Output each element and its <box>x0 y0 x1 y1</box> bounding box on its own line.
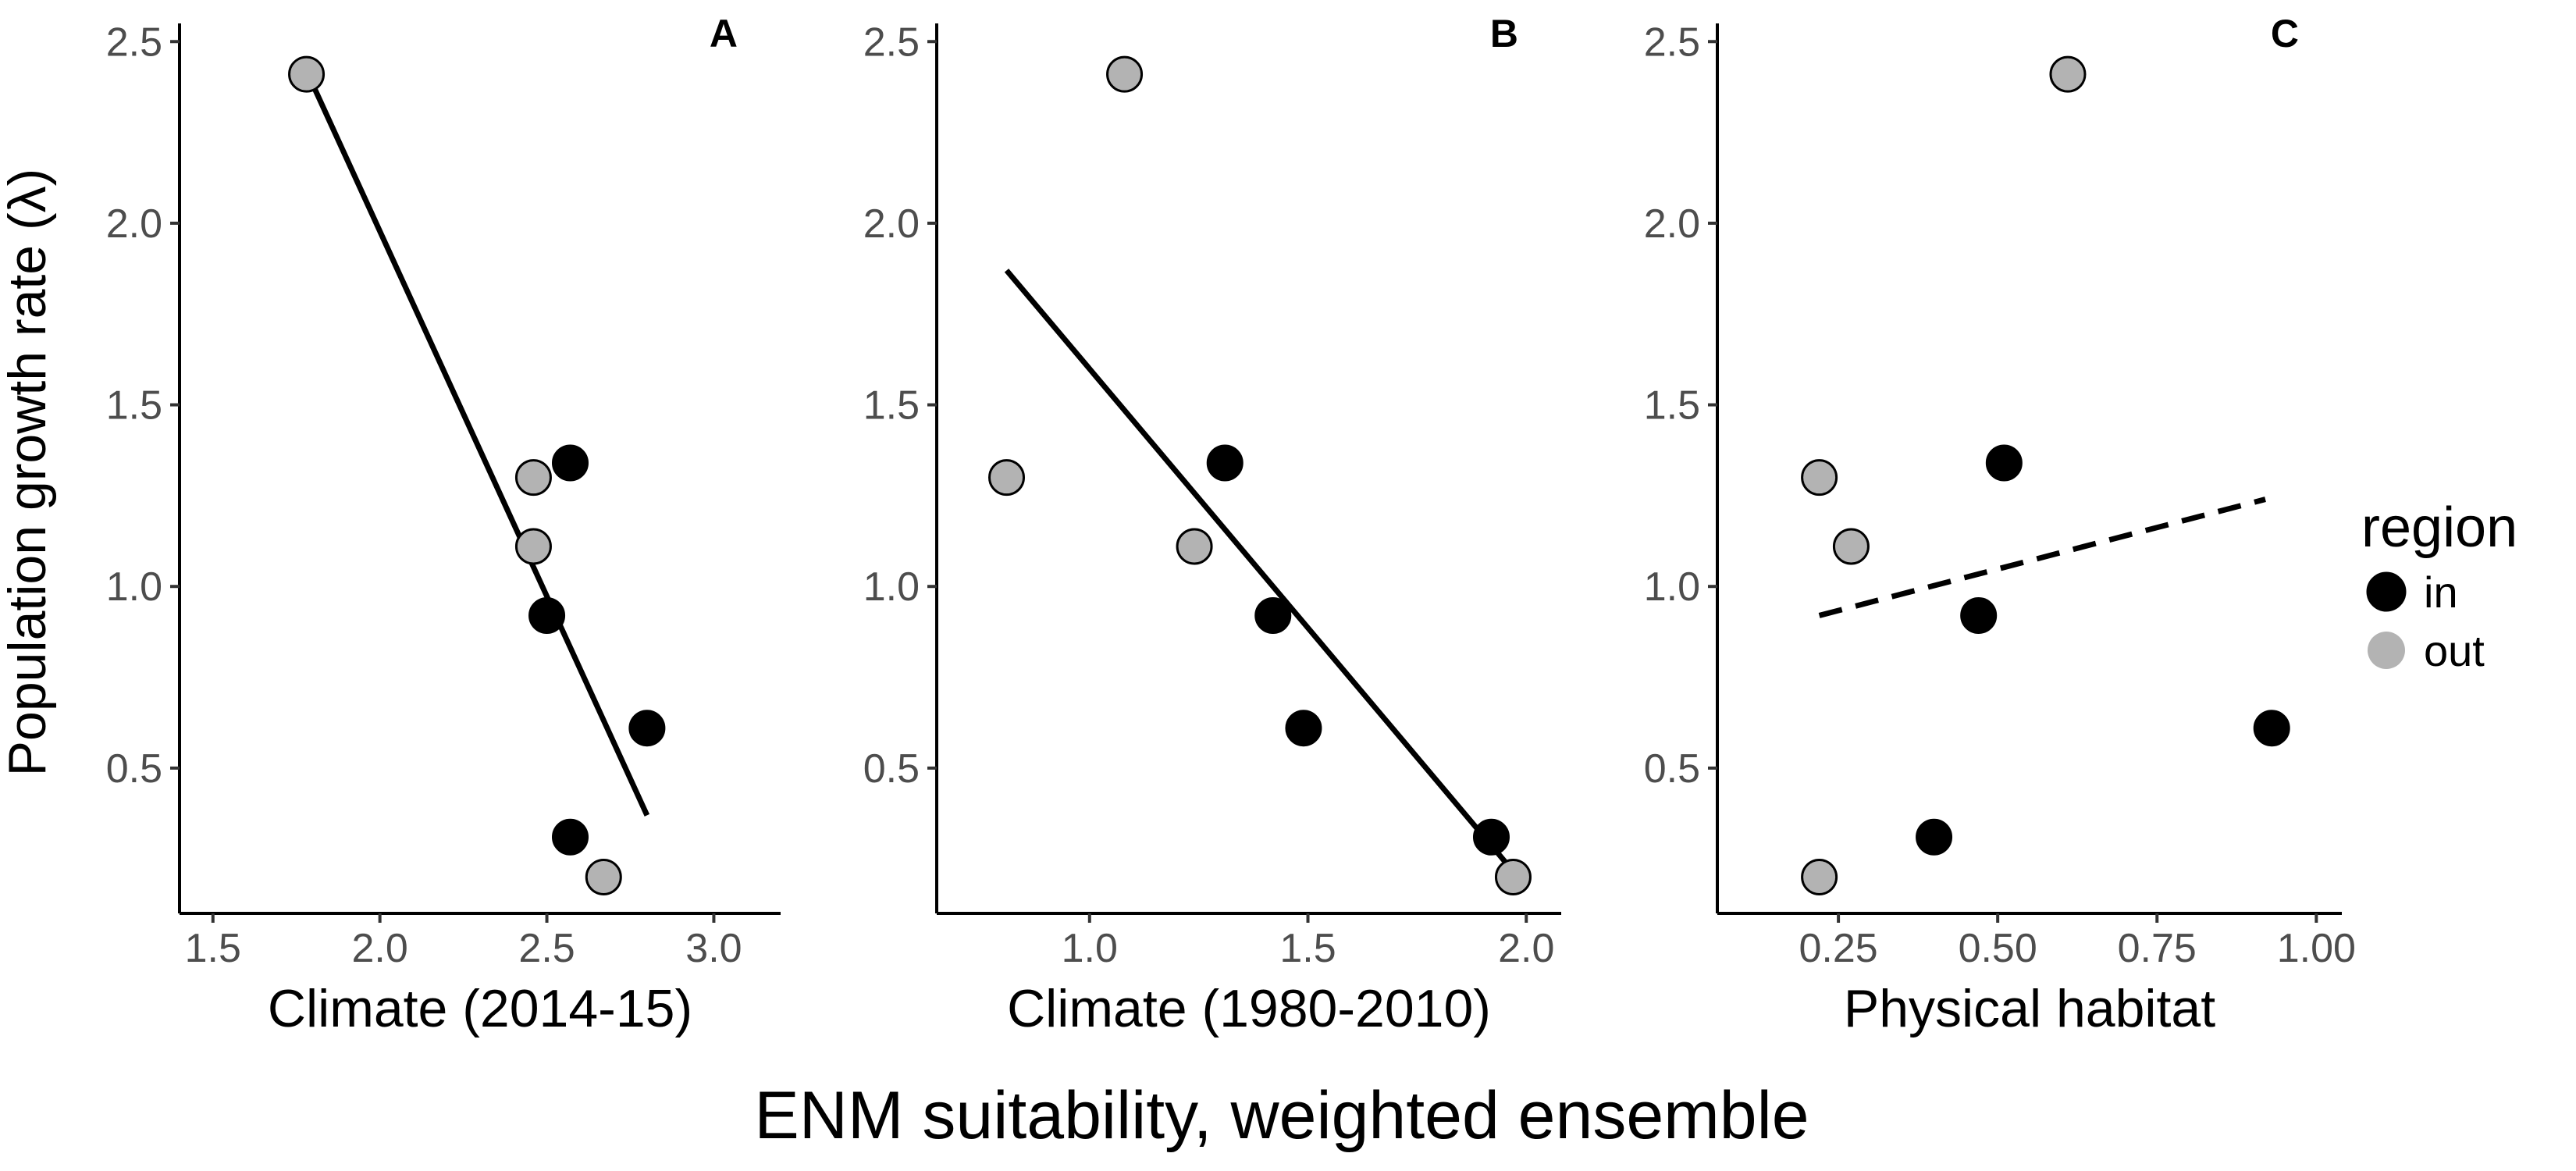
data-point-out <box>1176 528 1213 565</box>
data-point-in <box>628 710 666 747</box>
data-point-in <box>2253 710 2290 747</box>
data-point-in <box>528 596 566 634</box>
x-tick-label: 0.25 <box>1799 926 1877 971</box>
data-point-out <box>1494 858 1532 895</box>
data-point-in <box>1472 818 1510 856</box>
panel-x-axis-title: Climate (1980-2010) <box>1007 979 1491 1038</box>
data-point-in <box>1985 444 2023 482</box>
data-point-in <box>1206 444 1244 482</box>
fit-line <box>304 69 650 817</box>
y-tick-label: 2.0 <box>863 201 920 247</box>
data-point-out <box>1832 528 1870 565</box>
x-tick-label: 1.0 <box>1062 926 1118 971</box>
data-point-out <box>988 459 1026 497</box>
y-tick-label: 2.5 <box>106 20 162 65</box>
y-tick-label: 2.0 <box>106 201 162 247</box>
x-tick-label: 0.75 <box>2118 926 2197 971</box>
y-tick-label: 1.5 <box>863 383 920 429</box>
data-point-out <box>1106 55 1144 93</box>
panel-x-axis-title: Physical habitat <box>1844 979 2215 1038</box>
x-tick-label: 2.5 <box>518 926 575 971</box>
y-tick-label: 2.5 <box>863 20 920 65</box>
data-point-out <box>288 55 326 93</box>
data-point-in <box>1285 710 1322 747</box>
panel-tag: C <box>2271 12 2299 55</box>
y-tick-label: 1.0 <box>1644 564 1700 610</box>
legend-key-in <box>2366 571 2407 612</box>
legend-label-out: out <box>2424 626 2485 675</box>
panels: 0.5 1.0 1.5 2.0 2.5 1.5 2.0 2.5 3.0 Climate (2014… <box>106 12 2356 1038</box>
data-point-out <box>1801 459 1838 497</box>
data-point-in <box>1960 596 1998 634</box>
y-tick-label: 0.5 <box>106 746 162 792</box>
panel-a: 0.5 1.0 1.5 2.0 2.5 1.5 2.0 2.5 3.0 Climate (2014… <box>106 12 781 1038</box>
data-point-in <box>1916 818 1953 856</box>
y-tick-label: 1.0 <box>863 564 920 610</box>
data-point-in <box>552 444 589 482</box>
x-tick-label: 1.00 <box>2277 926 2356 971</box>
y-tick-label: 1.5 <box>106 383 162 429</box>
y-tick-label: 0.5 <box>1644 746 1700 792</box>
panel-tag: B <box>1490 12 1518 55</box>
x-tick-label: 1.5 <box>185 926 241 971</box>
data-point-in <box>1254 596 1292 634</box>
y-tick-label: 1.0 <box>106 564 162 610</box>
x-tick-label: 2.0 <box>352 926 408 971</box>
legend: region in out <box>2361 497 2517 675</box>
panel-tag: A <box>710 12 738 55</box>
panel-x-axis-title: Climate (2014-15) <box>268 979 692 1038</box>
data-point-out <box>514 459 552 497</box>
data-point-out <box>514 528 552 565</box>
x-tick-label: 2.0 <box>1498 926 1554 971</box>
data-point-out <box>1801 858 1838 895</box>
x-tick-label: 0.50 <box>1959 926 2037 971</box>
fit-line <box>1818 497 2266 618</box>
y-tick-label: 1.5 <box>1644 383 1700 429</box>
x-axis-title: ENM suitability, weighted ensemble <box>754 1078 1809 1153</box>
fit-line <box>1004 269 1511 868</box>
data-point-out <box>2049 55 2087 93</box>
y-tick-label: 0.5 <box>863 746 920 792</box>
y-tick-label: 2.0 <box>1644 201 1700 247</box>
legend-title: region <box>2361 497 2517 559</box>
legend-label-in: in <box>2424 568 2458 617</box>
legend-key-out <box>2368 632 2405 669</box>
data-point-in <box>552 818 589 856</box>
y-axis-title: Population growth rate (λ) <box>0 169 57 777</box>
data-point-out <box>585 858 622 895</box>
panel-c: 0.5 1.0 1.5 2.0 2.5 0.25 0.50 0.75 1.00 Physical … <box>1644 12 2356 1038</box>
x-tick-label: 1.5 <box>1279 926 1336 971</box>
x-tick-label: 3.0 <box>685 926 742 971</box>
y-tick-label: 2.5 <box>1644 20 1700 65</box>
